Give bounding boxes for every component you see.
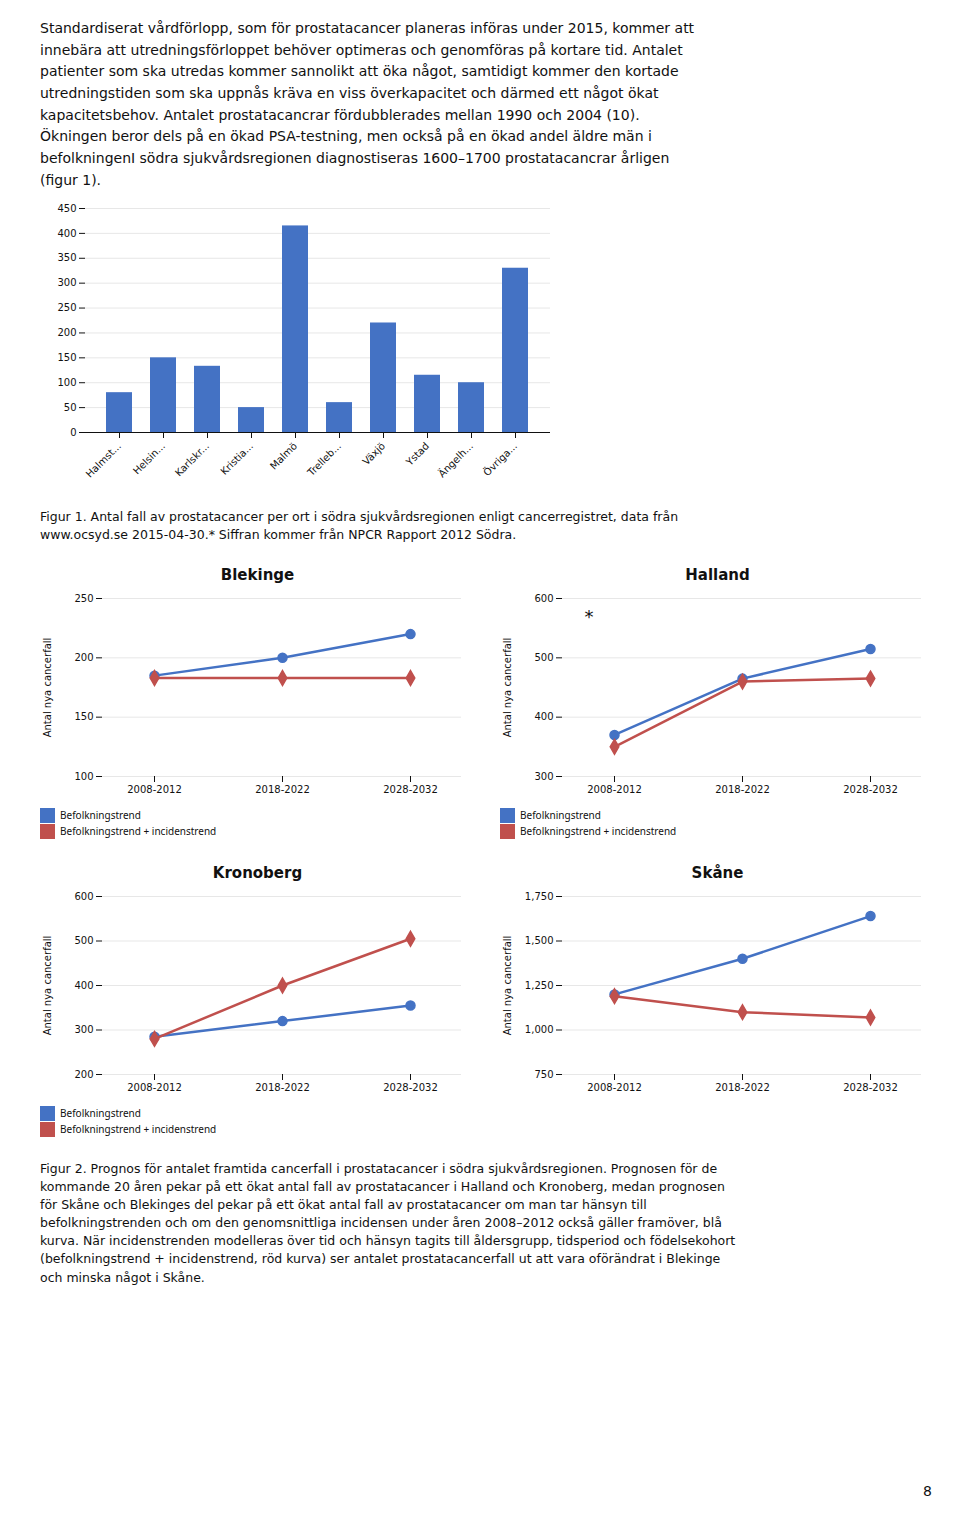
svg-text:100: 100 — [74, 770, 93, 781]
html-text:patienter som ska utredas komm: patienter som ska utredas kommer sannoli… — [40, 63, 679, 80]
svg-text:Övriga...: Övriga... — [480, 439, 519, 478]
html-text:Skåne: Skåne — [691, 863, 744, 882]
svg-text:2028-2032: 2028-2032 — [383, 783, 438, 794]
svg-text:200: 200 — [74, 652, 93, 663]
html-text:Blekinge: Blekinge — [220, 565, 295, 584]
html-text:Befolkningstrend: Befolkningstrend — [60, 1106, 141, 1121]
svg-text:450: 450 — [57, 202, 76, 213]
svg-text:250: 250 — [57, 302, 76, 313]
svg-text:Antal nya cancerfall: Antal nya cancerfall — [42, 935, 53, 1035]
svg-text:400: 400 — [74, 979, 93, 990]
svg-text:*: * — [585, 606, 594, 627]
svg-text:150: 150 — [74, 711, 93, 722]
svg-text:150: 150 — [57, 352, 76, 363]
svg-text:2018-2022: 2018-2022 — [715, 1081, 770, 1092]
html-text:Standardiserat vårdförlopp, so: Standardiserat vårdförlopp, som för pros… — [40, 20, 695, 36]
html-text:befolkningstrenden och om den: befolkningstrenden och om den genomsnitt… — [40, 1215, 722, 1231]
svg-text:2018-2022: 2018-2022 — [255, 1081, 310, 1092]
svg-text:300: 300 — [57, 277, 76, 288]
svg-text:400: 400 — [534, 711, 553, 722]
svg-text:Trelleb...: Trelleb... — [305, 440, 343, 478]
svg-text:Antal nya cancerfall: Antal nya cancerfall — [502, 935, 513, 1035]
html-text:kapacitetsbehov. Antalet prost: kapacitetsbehov. Antalet prostatacancrar… — [40, 106, 640, 123]
svg-text:Malmö: Malmö — [268, 440, 299, 471]
svg-text:100: 100 — [57, 376, 76, 387]
html-text:8: 8 — [923, 1483, 932, 1499]
svg-text:1,250: 1,250 — [525, 979, 554, 990]
svg-text:200: 200 — [57, 327, 76, 338]
html-text:www.ocsyd.se 2015-04-30.* Siff: www.ocsyd.se 2015-04-30.* Siffran kommer… — [40, 526, 517, 542]
html-text:Befolkningstrend + incidenstre: Befolkningstrend + incidenstrend — [60, 1122, 217, 1137]
svg-text:Ängelh...: Ängelh... — [435, 439, 475, 479]
svg-text:250: 250 — [74, 592, 93, 603]
html-text:Kronoberg: Kronoberg — [212, 863, 303, 882]
svg-text:Ystad: Ystad — [403, 440, 431, 468]
html-text:kurva. När incidenstrenden mod: kurva. När incidenstrenden modelleras öv… — [40, 1233, 736, 1249]
svg-text:Helsin...: Helsin... — [131, 440, 167, 476]
html-text:Befolkningstrend + incidenstre: Befolkningstrend + incidenstrend — [520, 824, 677, 839]
svg-text:1,750: 1,750 — [525, 890, 554, 901]
html-text:(befolkningstrend + incidenstr: (befolkningstrend + incidenstrend, röd k… — [40, 1251, 721, 1267]
svg-text:600: 600 — [74, 890, 93, 901]
html-text:Befolkningstrend + incidenstre: Befolkningstrend + incidenstrend — [60, 824, 217, 839]
svg-text:2028-2032: 2028-2032 — [843, 783, 898, 794]
svg-text:2018-2022: 2018-2022 — [715, 783, 770, 794]
svg-text:2018-2022: 2018-2022 — [255, 783, 310, 794]
svg-text:350: 350 — [57, 252, 76, 263]
svg-text:2008-2012: 2008-2012 — [587, 783, 642, 794]
html-text:innebära att utredningsförlopp: innebära att utredningsförloppet behöver… — [40, 41, 683, 58]
html-text:Befolkningstrend: Befolkningstrend — [520, 808, 601, 823]
html-text:för Skåne och Blekinges del pe: för Skåne och Blekinges del pekar på ett… — [40, 1197, 647, 1212]
svg-text:2008-2012: 2008-2012 — [587, 1081, 642, 1092]
html-text:befolkningenI södra sjukvårdsr: befolkningenI södra sjukvårdsregionen di… — [40, 150, 670, 167]
svg-text:300: 300 — [534, 770, 553, 781]
svg-text:2028-2032: 2028-2032 — [843, 1081, 898, 1092]
svg-text:Karlskr...: Karlskr... — [173, 440, 211, 478]
html-text:utredningstiden som ska uppnås: utredningstiden som ska uppnås kräva en … — [40, 85, 659, 102]
html-text:Figur 2. Prognos för antalet f: Figur 2. Prognos för antalet framtida ca… — [40, 1160, 718, 1176]
svg-text:750: 750 — [534, 1068, 553, 1079]
svg-text:2008-2012: 2008-2012 — [127, 1081, 182, 1092]
svg-text:600: 600 — [534, 592, 553, 603]
svg-text:Antal nya cancerfall: Antal nya cancerfall — [502, 637, 513, 737]
html-text:Befolkningstrend: Befolkningstrend — [60, 808, 141, 823]
html-text:och minska något i Skåne.: och minska något i Skåne. — [40, 1269, 205, 1285]
svg-text:Antal nya cancerfall: Antal nya cancerfall — [42, 637, 53, 737]
svg-text:Halmst...: Halmst... — [84, 440, 123, 479]
svg-text:50: 50 — [64, 401, 77, 412]
svg-text:400: 400 — [57, 227, 76, 238]
svg-text:Växjö: Växjö — [360, 440, 387, 467]
html-text:Figur 1. Antal fall av prostat: Figur 1. Antal fall av prostatacancer pe… — [40, 508, 679, 524]
svg-text:500: 500 — [74, 935, 93, 946]
svg-text:500: 500 — [534, 652, 553, 663]
svg-text:0: 0 — [70, 426, 76, 437]
svg-text:1,000: 1,000 — [525, 1024, 554, 1035]
html-text:kommande 20 åren pekar på ett: kommande 20 åren pekar på ett ökat antal… — [40, 1178, 725, 1194]
html-text:Halland: Halland — [685, 565, 750, 584]
svg-text:1,500: 1,500 — [525, 935, 554, 946]
svg-text:2028-2032: 2028-2032 — [383, 1081, 438, 1092]
svg-text:2008-2012: 2008-2012 — [127, 783, 182, 794]
svg-text:200: 200 — [74, 1068, 93, 1079]
svg-text:Kristia...: Kristia... — [218, 440, 255, 477]
html-text:(figur 1).: (figur 1). — [40, 171, 102, 188]
svg-text:300: 300 — [74, 1024, 93, 1035]
html-text:Ökningen beror dels på en ökad: Ökningen beror dels på en ökad PSA-testn… — [40, 128, 652, 145]
